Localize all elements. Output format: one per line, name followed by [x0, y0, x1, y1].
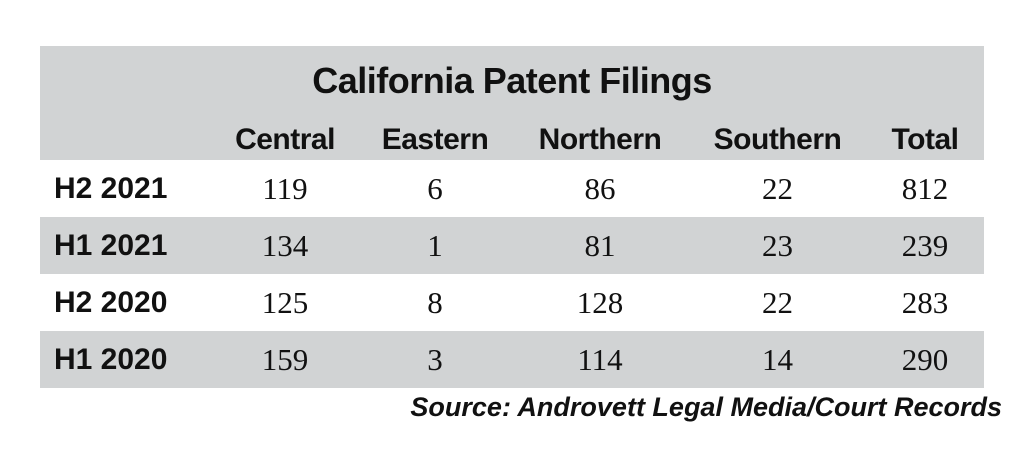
patent-filings-table: California Patent Filings Central Easter… — [40, 46, 984, 388]
column-header-southern: Southern — [713, 123, 842, 156]
table-row: H1 2020 159 3 114 14 290 — [40, 331, 984, 388]
table-cell: 3 — [427, 341, 443, 377]
table-cell: 114 — [577, 341, 623, 377]
table-cell: 8 — [427, 284, 443, 320]
row-label: H2 2020 — [54, 285, 168, 319]
table-cell: 6 — [427, 170, 443, 206]
column-header-central: Central — [235, 123, 335, 156]
row-label: H1 2021 — [54, 228, 168, 262]
table-cell: 128 — [576, 284, 624, 320]
table-cell: 283 — [901, 284, 949, 320]
table-cell: 14 — [762, 341, 793, 377]
table-cell: 812 — [901, 170, 949, 206]
row-label: H1 2020 — [54, 342, 168, 376]
table-row: H2 2020 125 8 128 22 283 — [40, 274, 984, 331]
table-cell: 290 — [901, 341, 949, 377]
table-cell: 119 — [262, 170, 308, 206]
table-cell: 239 — [901, 227, 949, 263]
table-cell: 1 — [427, 227, 443, 263]
column-header-row: Central Eastern Northern Southern Total — [40, 120, 984, 160]
table-cell: 159 — [261, 341, 309, 377]
table-cell: 23 — [762, 227, 793, 263]
table-row: H2 2021 119 6 86 22 812 — [40, 160, 984, 217]
table-cell: 81 — [584, 227, 616, 263]
table-cell: 22 — [762, 284, 793, 320]
table-row: H1 2021 134 1 81 23 239 — [40, 217, 984, 274]
table-cell: 86 — [584, 170, 616, 206]
column-header-total: Total — [891, 123, 959, 156]
table-cell: 22 — [762, 170, 793, 206]
table-title: California Patent Filings — [312, 60, 712, 101]
table-cell: 125 — [261, 284, 309, 320]
table-cell: 134 — [261, 227, 309, 263]
column-header-northern: Northern — [538, 123, 662, 156]
row-label: H2 2021 — [54, 171, 168, 205]
source-note: Source: Androvett Legal Media/Court Reco… — [410, 392, 1002, 422]
column-header-eastern: Eastern — [381, 123, 489, 156]
table-header-band: California Patent Filings Central Easter… — [40, 46, 984, 160]
